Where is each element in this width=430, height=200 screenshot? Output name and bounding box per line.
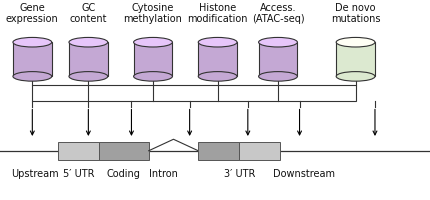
Ellipse shape [133,72,172,82]
Ellipse shape [133,38,172,48]
Bar [133,43,172,77]
Text: GC
content: GC content [69,3,107,24]
Ellipse shape [258,38,297,48]
Text: De novo
mutations: De novo mutations [330,3,379,24]
Text: Downstream: Downstream [272,168,334,178]
Bar [58,142,99,160]
Bar [13,43,52,77]
Ellipse shape [13,72,52,82]
Text: Gene
expression: Gene expression [6,3,58,24]
Text: 3′ UTR: 3′ UTR [223,168,254,178]
Bar [32,86,355,101]
Text: Upstream: Upstream [11,168,58,178]
Text: Cytosine
methylation: Cytosine methylation [123,3,182,24]
Bar [239,142,280,160]
Ellipse shape [198,72,237,82]
Text: Histone
modification: Histone modification [187,3,247,24]
Ellipse shape [69,72,108,82]
Ellipse shape [13,38,52,48]
Ellipse shape [69,38,108,48]
Bar [99,142,148,160]
Ellipse shape [258,72,297,82]
Text: Intron: Intron [149,168,178,178]
Text: Coding: Coding [107,168,141,178]
Ellipse shape [335,72,374,82]
Bar [69,43,108,77]
Text: Access.
(ATAC-seq): Access. (ATAC-seq) [251,3,304,24]
Bar [198,142,239,160]
Bar [258,43,297,77]
Bar [198,43,237,77]
Text: 5′ UTR: 5′ UTR [63,168,94,178]
Bar [335,43,374,77]
Ellipse shape [335,38,374,48]
Ellipse shape [198,38,237,48]
